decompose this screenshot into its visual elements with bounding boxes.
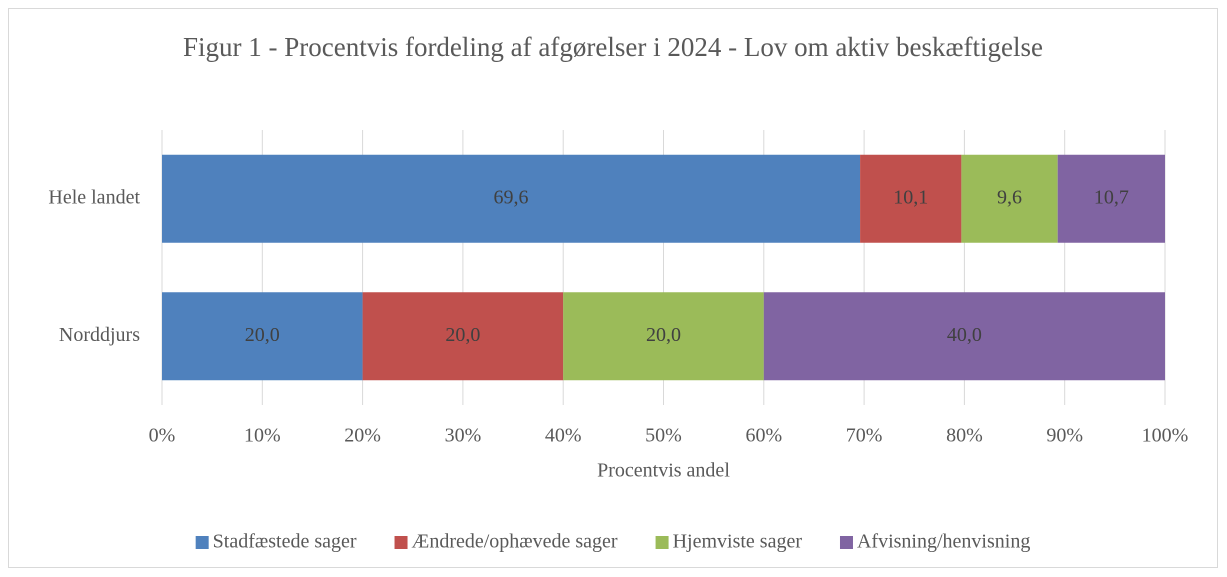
bar-segment (362, 292, 564, 381)
bar-segment (563, 292, 764, 381)
legend-label: Hjemviste sager (673, 531, 803, 553)
x-tick-label: 80% (946, 425, 983, 447)
bar-segment (860, 154, 962, 243)
x-tick-label: 60% (745, 425, 782, 447)
bar-segment (1057, 154, 1165, 243)
chart-title: Figur 1 - Procentvis fordeling af afgøre… (182, 32, 1044, 62)
x-tick-label: 100% (1142, 425, 1189, 447)
x-tick-label: 10% (244, 425, 281, 447)
data-label: 9,6 (997, 186, 1022, 208)
x-tick-label: 20% (344, 425, 381, 447)
bar-segment (961, 154, 1058, 243)
data-label: 40,0 (947, 324, 982, 346)
legend-label: Ændrede/ophævede sager (412, 531, 618, 553)
bar-segment (763, 292, 1165, 381)
legend-swatch (195, 536, 209, 549)
data-label: 20,0 (445, 324, 480, 346)
y-tick-label: Norddjurs (59, 324, 140, 346)
x-tick-label: 40% (545, 425, 582, 447)
legend-swatch (655, 536, 669, 549)
x-tick-label: 0% (149, 425, 176, 447)
data-label: 69,6 (494, 186, 529, 208)
data-label: 20,0 (646, 324, 681, 346)
legend-swatch (394, 536, 408, 549)
x-tick-label: 70% (846, 425, 883, 447)
legend-swatch (839, 536, 853, 549)
x-tick-label: 50% (645, 425, 682, 447)
bar-segment (162, 292, 363, 381)
x-tick-label: 30% (445, 425, 482, 447)
data-label: 10,1 (893, 186, 928, 208)
data-label: 20,0 (245, 324, 280, 346)
data-label: 10,7 (1094, 186, 1129, 208)
x-axis-title: Procentvis andel (597, 460, 730, 482)
legend-label: Stadfæstede sager (213, 531, 357, 553)
y-tick-label: Hele landet (48, 186, 140, 208)
x-tick-label: 90% (1046, 425, 1083, 447)
bar-segment (162, 154, 861, 243)
chart-border (8, 8, 1218, 568)
legend-label: Afvisning/henvisning (857, 531, 1030, 553)
